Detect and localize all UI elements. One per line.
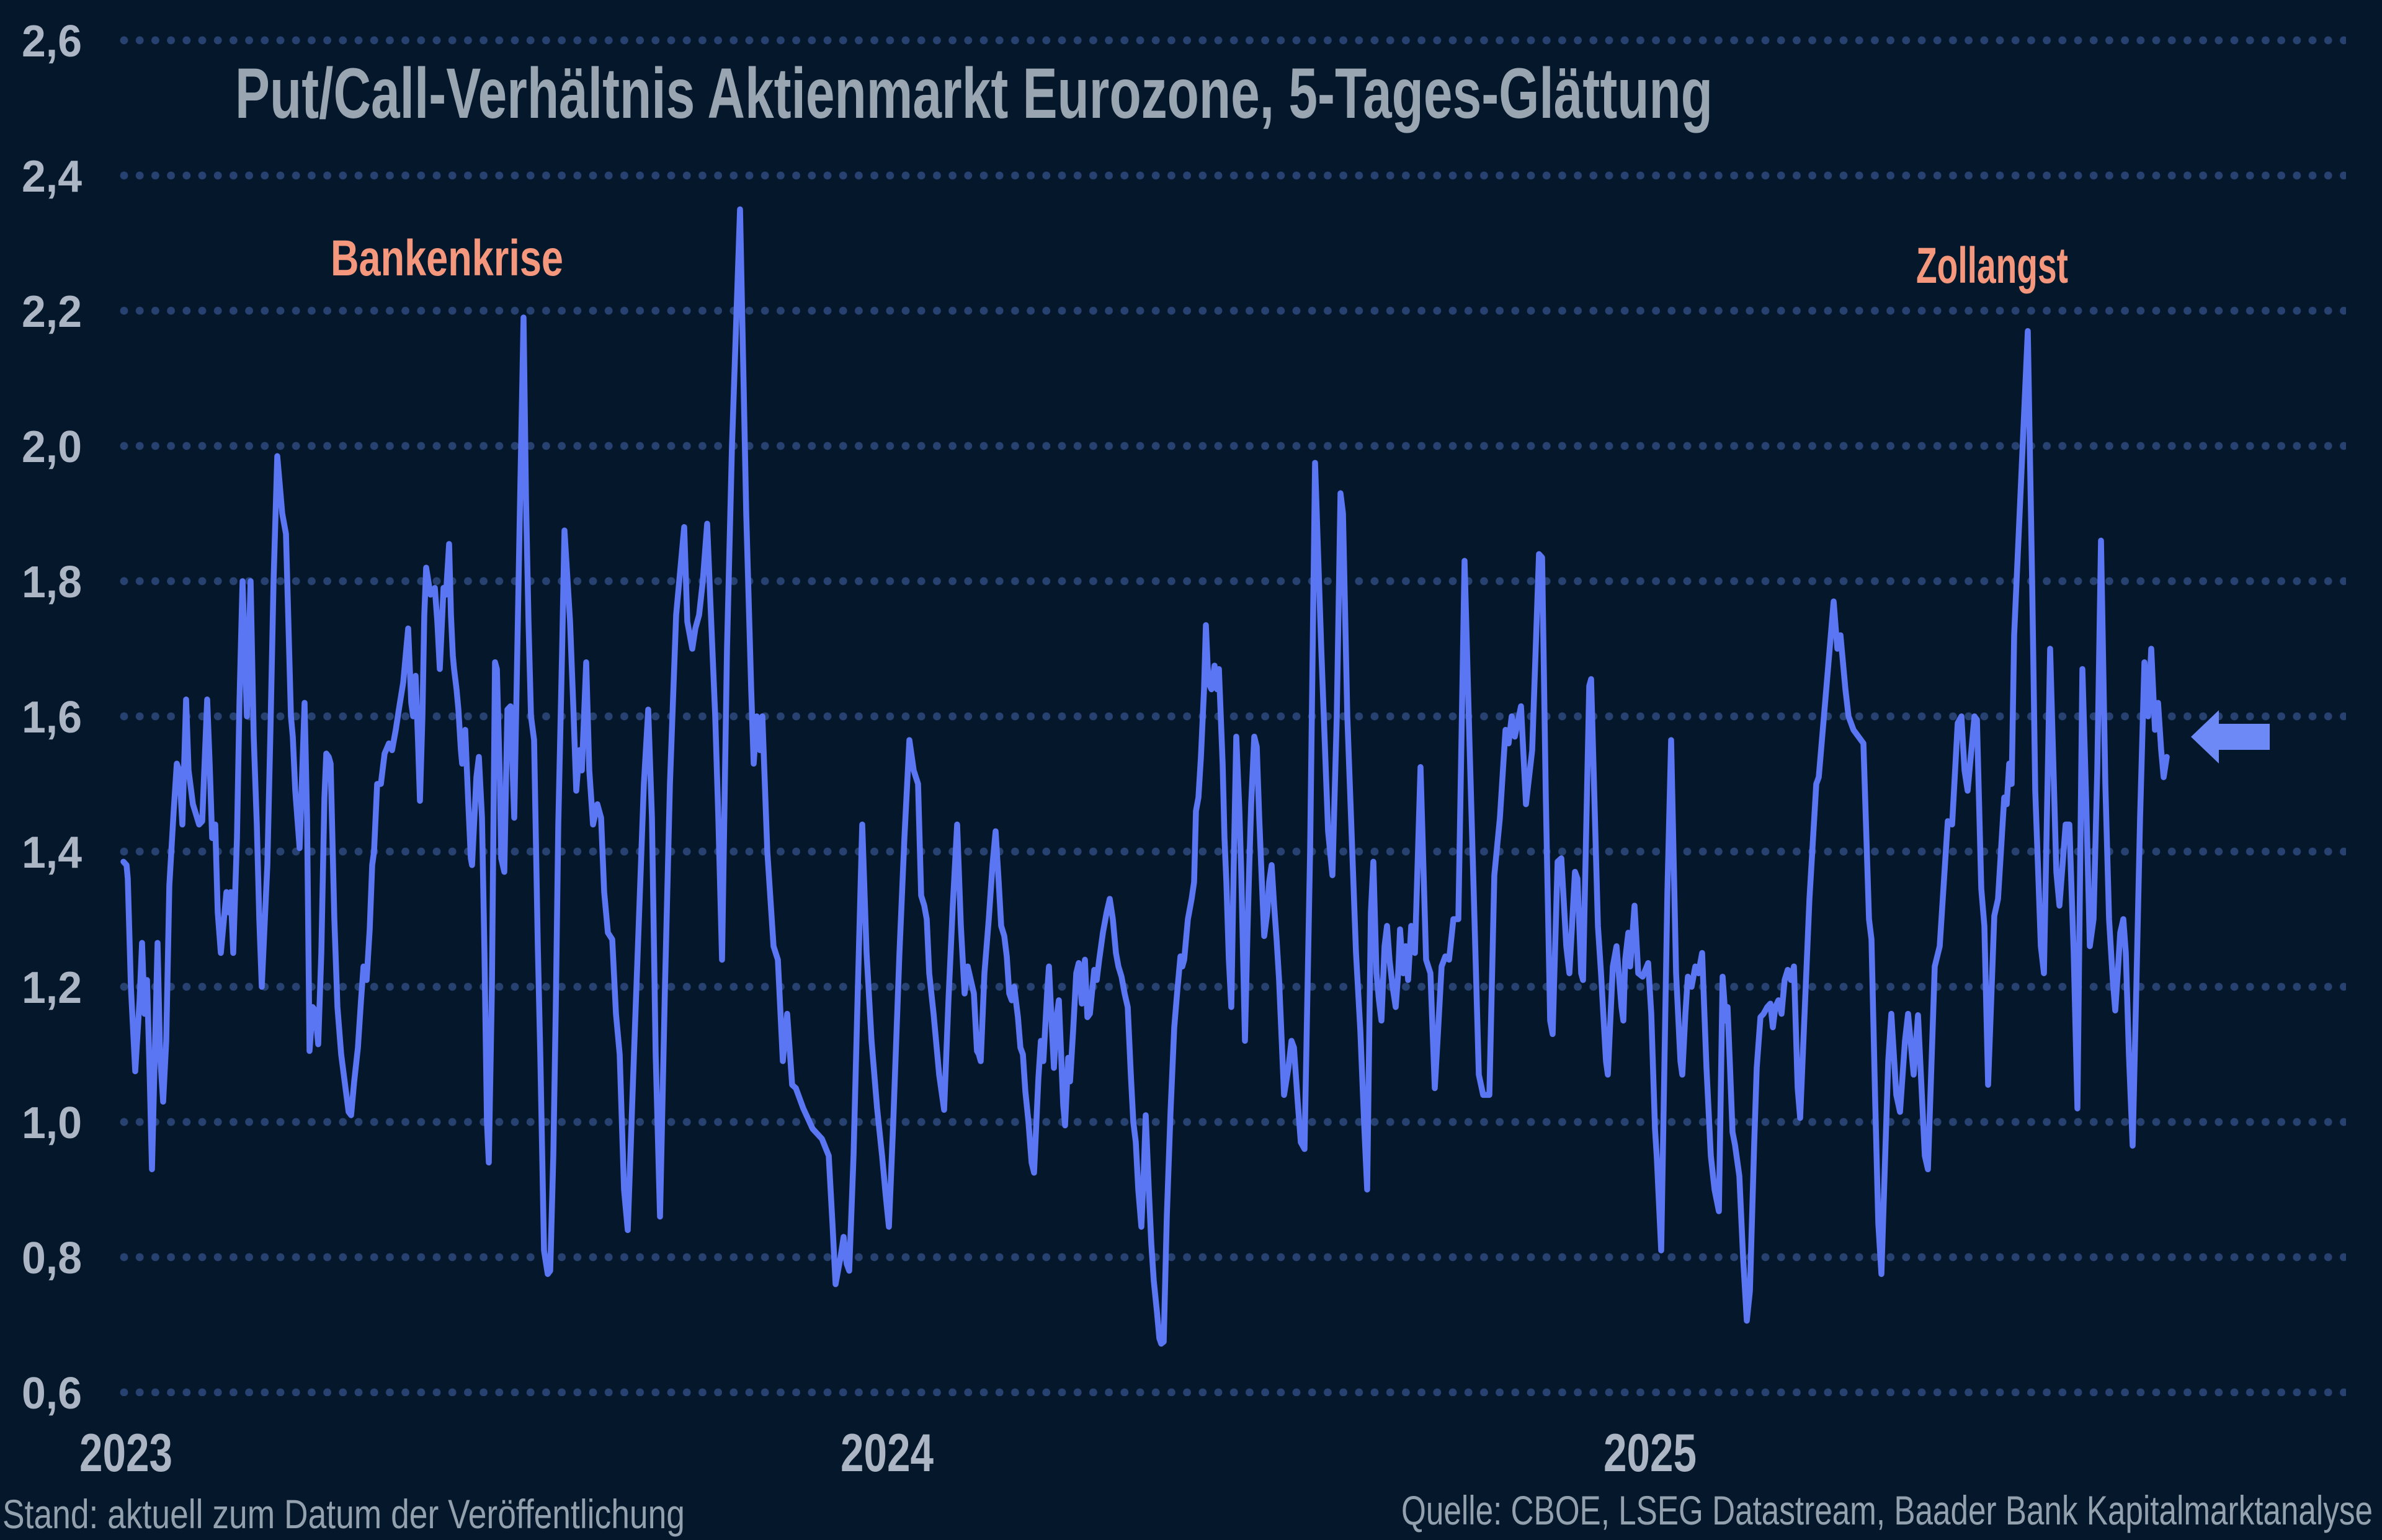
svg-text:2023: 2023 [79,1423,172,1483]
svg-text:Stand: aktuell zum Datum der V: Stand: aktuell zum Datum der Veröffentli… [2,1491,685,1537]
svg-text:2,0: 2,0 [22,422,82,472]
svg-text:2025: 2025 [1604,1423,1697,1483]
svg-text:1,0: 1,0 [22,1098,82,1148]
svg-text:1,6: 1,6 [22,693,82,742]
svg-text:Zollangst: Zollangst [1916,238,2068,294]
svg-text:Put/Call-Verhältnis Aktienmark: Put/Call-Verhältnis Aktienmarkt Eurozone… [235,54,1713,133]
svg-text:2,4: 2,4 [22,152,82,202]
svg-text:Bankenkrise: Bankenkrise [331,230,563,287]
svg-text:2,2: 2,2 [22,287,82,337]
svg-text:2,6: 2,6 [22,17,82,66]
svg-text:1,4: 1,4 [22,828,82,878]
svg-text:1,8: 1,8 [22,558,82,607]
svg-text:Quelle: CBOE, LSEG Datastream,: Quelle: CBOE, LSEG Datastream, Baader Ba… [1401,1487,2373,1533]
svg-text:0,8: 0,8 [22,1234,82,1283]
svg-text:2024: 2024 [841,1423,934,1483]
svg-text:0,6: 0,6 [22,1369,82,1418]
svg-text:1,2: 1,2 [22,963,82,1013]
